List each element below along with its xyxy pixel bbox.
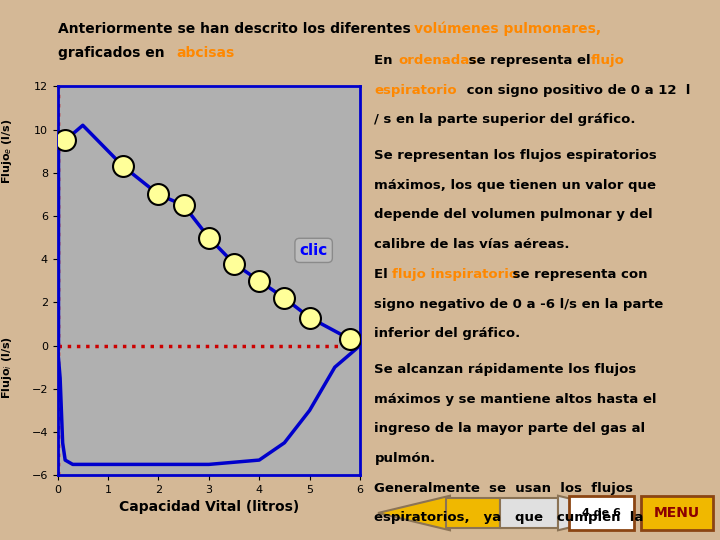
Point: [228, 259, 240, 268]
Text: abcisas: abcisas: [176, 46, 235, 60]
Text: se representa con: se representa con: [508, 268, 647, 281]
X-axis label: Capacidad Vital (litros): Capacidad Vital (litros): [119, 501, 299, 515]
Polygon shape: [558, 496, 630, 530]
Point: [304, 313, 315, 322]
Text: flujo: flujo: [590, 54, 624, 67]
Text: 4 de 6: 4 de 6: [582, 508, 621, 518]
Text: Anteriormente se han descrito los diferentes: Anteriormente se han descrito los difere…: [58, 22, 415, 36]
Text: El: El: [374, 268, 393, 281]
Text: Generalmente  se  usan  los  flujos: Generalmente se usan los flujos: [374, 482, 634, 495]
Text: Se representan los flujos espiratorios: Se representan los flujos espiratorios: [374, 149, 657, 162]
Text: se representa el: se representa el: [464, 54, 595, 67]
Text: depende del volumen pulmonar y del: depende del volumen pulmonar y del: [374, 208, 653, 221]
Point: [203, 233, 215, 242]
Text: MENU: MENU: [654, 506, 700, 520]
Point: [253, 276, 265, 285]
Point: [117, 162, 129, 171]
Text: / s en la parte superior del gráfico.: / s en la parte superior del gráfico.: [374, 113, 636, 126]
Text: pulmón.: pulmón.: [374, 452, 436, 465]
Text: máximos y se mantiene altos hasta el: máximos y se mantiene altos hasta el: [374, 393, 657, 406]
FancyBboxPatch shape: [500, 498, 558, 528]
Text: Flujo$_i$ (l/s): Flujo$_i$ (l/s): [0, 336, 14, 399]
Polygon shape: [378, 496, 450, 530]
Point: [344, 335, 356, 343]
Text: Flujo$_e$ (l/s): Flujo$_e$ (l/s): [0, 118, 14, 184]
Point: [59, 136, 71, 145]
Text: ordenadas: ordenadas: [398, 54, 477, 67]
Point: [279, 294, 290, 302]
FancyBboxPatch shape: [569, 496, 634, 530]
Text: volúmenes pulmonares,: volúmenes pulmonares,: [414, 22, 601, 36]
Text: inferior del gráfico.: inferior del gráfico.: [374, 327, 521, 340]
Text: clic: clic: [300, 243, 328, 258]
FancyBboxPatch shape: [641, 496, 713, 530]
Text: flujo inspiratorio: flujo inspiratorio: [392, 268, 518, 281]
Text: En: En: [374, 54, 397, 67]
Text: máximos, los que tienen un valor que: máximos, los que tienen un valor que: [374, 179, 657, 192]
Point: [153, 190, 164, 199]
Text: ingreso de la mayor parte del gas al: ingreso de la mayor parte del gas al: [374, 422, 646, 435]
Text: signo negativo de 0 a -6 l/s en la parte: signo negativo de 0 a -6 l/s en la parte: [374, 298, 664, 310]
Text: espiratorio: espiratorio: [374, 84, 457, 97]
Text: espiratorios,   ya   que   cumplen  la: espiratorios, ya que cumplen la: [374, 511, 644, 524]
Text: con signo positivo de 0 a 12  l: con signo positivo de 0 a 12 l: [462, 84, 690, 97]
Text: Se alcanzan rápidamente los flujos: Se alcanzan rápidamente los flujos: [374, 363, 636, 376]
FancyBboxPatch shape: [446, 498, 500, 528]
Text: graficados en: graficados en: [58, 46, 169, 60]
Point: [178, 201, 189, 210]
Text: calibre de las vías aéreas.: calibre de las vías aéreas.: [374, 238, 570, 251]
